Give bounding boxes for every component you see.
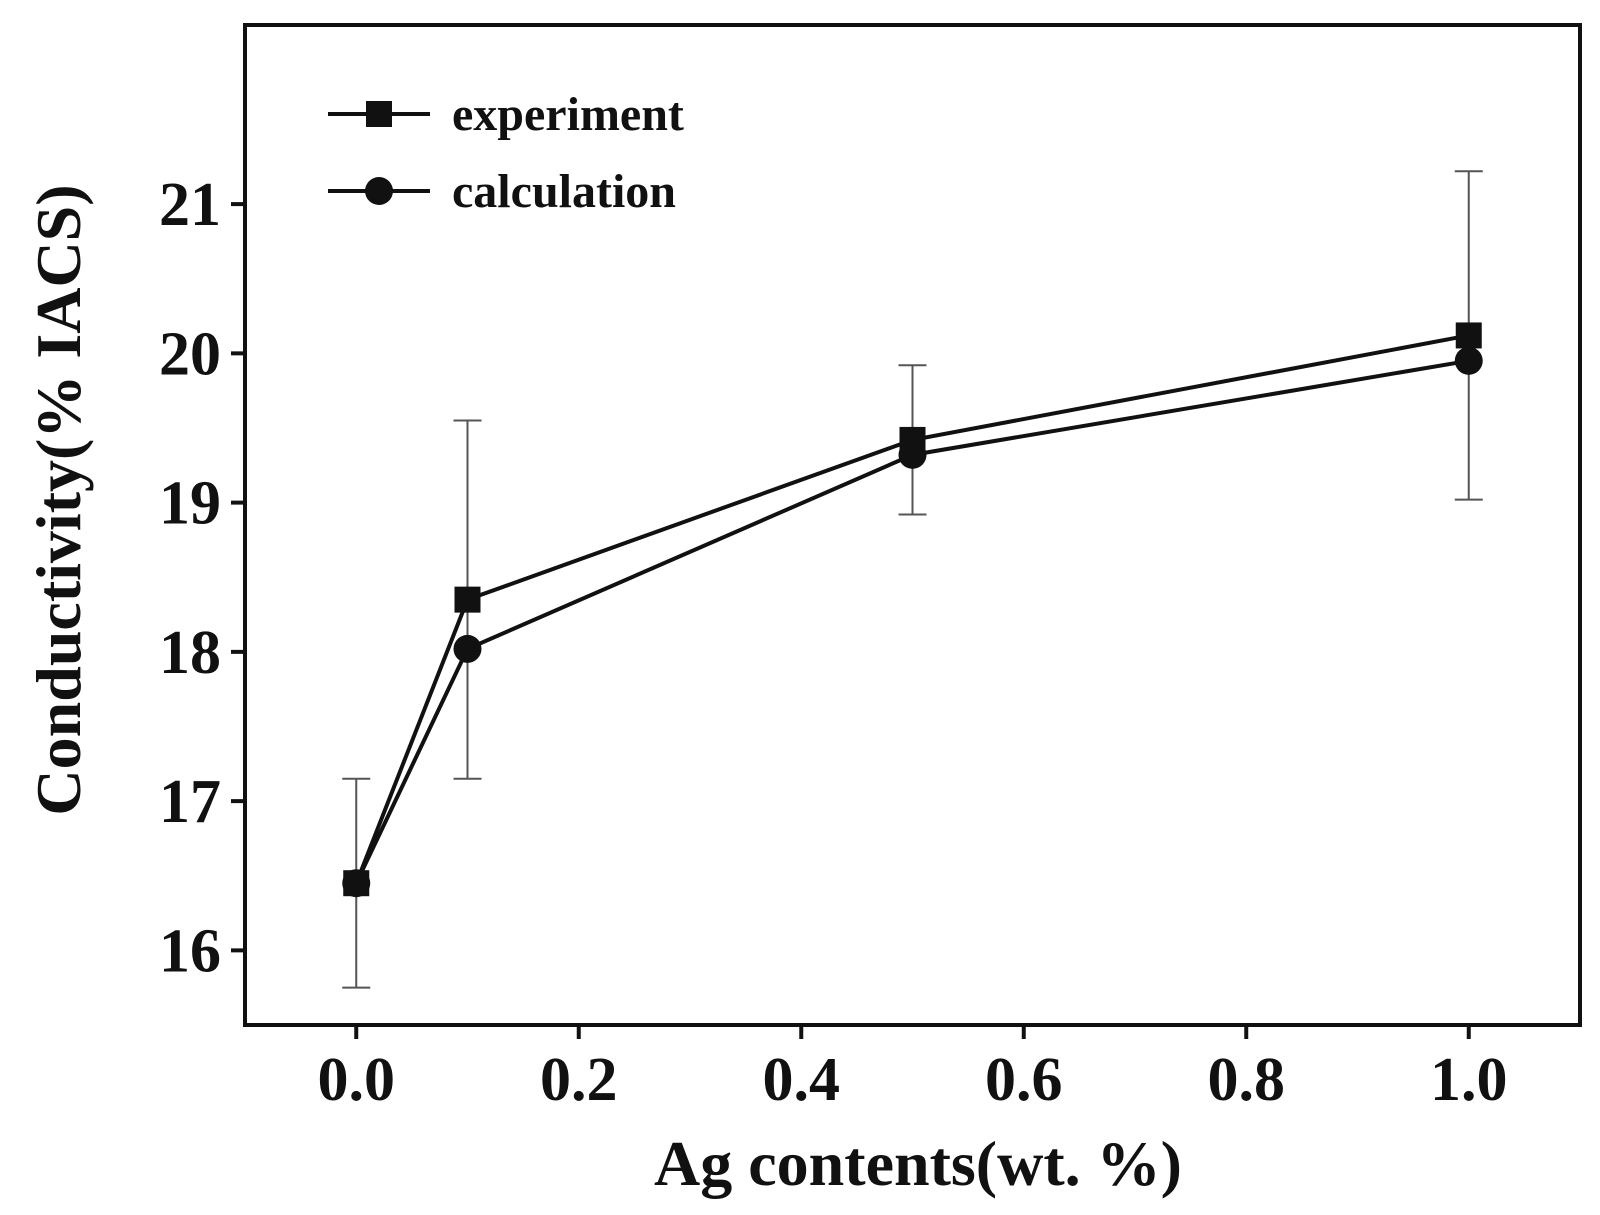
series-line-calculation	[354, 358, 1470, 885]
y-tick-label: 18	[159, 619, 221, 687]
legend-label-experiment: experiment	[452, 88, 684, 141]
point-experiment	[1455, 322, 1482, 349]
y-axis-title: Conductivity(% IACS)	[23, 184, 94, 815]
y-tick-label: 20	[159, 320, 221, 388]
y-tick-label: 16	[159, 917, 221, 985]
x-tick-label: 0.6	[985, 1046, 1063, 1114]
point-calculation	[453, 634, 482, 663]
point-calculation	[342, 869, 371, 898]
y-tick-label: 17	[159, 768, 221, 836]
x-tick-label: 0.0	[318, 1046, 396, 1114]
data-series	[342, 322, 1483, 898]
x-tick-label: 0.8	[1208, 1046, 1286, 1114]
x-axis-title: Ag contents(wt. %)	[654, 1128, 1182, 1199]
point-calculation	[1454, 346, 1483, 375]
legend-marker-circle	[365, 177, 393, 205]
x-axis-ticks: 0.0 0.2 0.4 0.6 0.8 1.0	[318, 1025, 1508, 1114]
plot-frame	[243, 23, 1582, 1027]
x-tick-label: 1.0	[1430, 1046, 1508, 1114]
y-tick-label: 21	[159, 171, 221, 239]
point-experiment	[454, 586, 481, 613]
y-axis-ticks: 16 17 18 19 20 21	[159, 171, 245, 985]
error-bars	[342, 170, 1483, 989]
series-line-experiment	[354, 333, 1470, 884]
legend-label-calculation: calculation	[452, 165, 676, 218]
y-tick-label: 19	[159, 470, 221, 538]
x-tick-label: 0.4	[763, 1046, 841, 1114]
x-tick-label: 0.2	[540, 1046, 618, 1114]
point-calculation	[898, 440, 927, 469]
legend-marker-square	[366, 101, 392, 127]
legend: experiment calculation	[328, 88, 684, 218]
